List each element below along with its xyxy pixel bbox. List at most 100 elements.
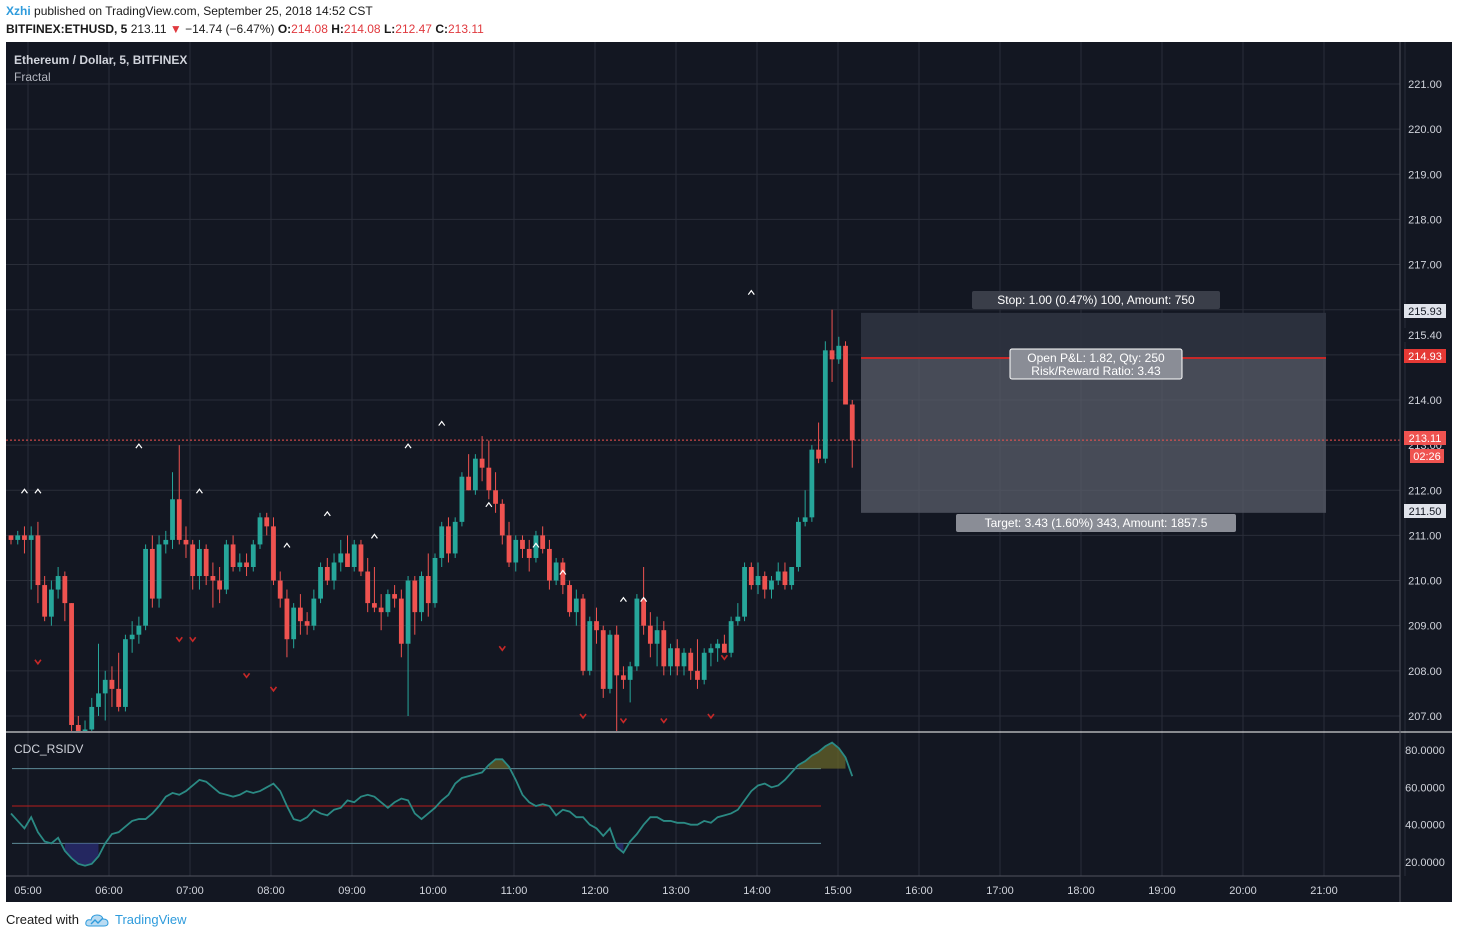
candle-body xyxy=(809,449,815,518)
fractal-down-icon xyxy=(720,654,729,661)
time-tick-label: 19:00 xyxy=(1148,885,1176,897)
candle-body xyxy=(257,517,263,545)
candle-body xyxy=(129,634,135,640)
candle-body xyxy=(695,670,700,680)
entry-price-tag: 214.93 xyxy=(1408,351,1442,363)
candle-body xyxy=(688,652,694,671)
candle-body xyxy=(621,675,626,680)
candle-body xyxy=(634,598,640,667)
candle-body xyxy=(116,688,122,707)
candle-body xyxy=(143,548,148,626)
candle-body xyxy=(378,607,384,613)
candle-body xyxy=(311,598,317,626)
rsi-line xyxy=(10,741,854,867)
price-axis: 221.00220.00219.00218.00217.00216.00215.… xyxy=(1408,79,1442,723)
down-arrow-icon: ▼ xyxy=(169,22,182,36)
chart-svg[interactable]: 221.00220.00219.00218.00217.00216.00215.… xyxy=(6,42,1452,902)
stop-label-box xyxy=(972,291,1220,309)
price-tick-label: 218.00 xyxy=(1408,214,1442,226)
price-tick-label: 217.00 xyxy=(1408,260,1442,272)
candle-body xyxy=(102,679,108,694)
time-tick-label: 05:00 xyxy=(14,885,42,897)
author-link[interactable]: Xzhi xyxy=(6,4,31,18)
candle-body xyxy=(762,576,768,590)
candle-body xyxy=(284,598,290,640)
fractal-up-icon xyxy=(640,596,648,602)
candle-body xyxy=(163,539,169,545)
rsi-label: CDC_RSIDV xyxy=(14,742,83,756)
rsi-tick-label: 60.0000 xyxy=(1405,782,1445,794)
candle-body xyxy=(674,648,680,667)
candle-body xyxy=(331,562,337,581)
price-tick-label: 220.00 xyxy=(1408,124,1442,136)
time-tick-label: 09:00 xyxy=(338,885,366,897)
rsi-tick-label: 20.0000 xyxy=(1405,857,1445,869)
countdown-tag: 02:26 xyxy=(1413,451,1441,463)
candle-body xyxy=(755,576,761,586)
candle-body xyxy=(553,562,559,581)
tradingview-brand[interactable]: TradingView xyxy=(114,912,187,927)
candle-body xyxy=(533,535,539,558)
fractal-up-icon xyxy=(370,533,378,539)
candle-body xyxy=(75,724,81,731)
candle-body xyxy=(358,544,364,572)
high-label: H: xyxy=(331,22,344,36)
rsi-tick-label: 80.0000 xyxy=(1405,745,1445,757)
candle-body xyxy=(123,639,128,707)
last-price-tag: 213.11 xyxy=(1409,433,1442,445)
fractal-up-icon xyxy=(283,542,291,548)
rsi-pane xyxy=(10,741,854,867)
candle-body xyxy=(203,548,209,577)
fractal-down-icon xyxy=(242,672,251,679)
candle-body xyxy=(28,535,34,540)
fractal-up-icon xyxy=(20,488,28,494)
rsi-axis: 80.0000 60.0000 40.0000 20.0000 xyxy=(1405,745,1445,869)
candle-body xyxy=(217,580,223,590)
symbol-header: BITFINEX:ETHUSD, 5 213.11 ▼ −14.74 (−6.4… xyxy=(6,22,484,36)
target-zone[interactable] xyxy=(861,357,1326,513)
fractal-down-icon xyxy=(175,636,183,643)
price-tick-label: 221.00 xyxy=(1408,79,1442,91)
last-price: 213.11 xyxy=(130,22,167,36)
time-tick-label: 07:00 xyxy=(176,885,204,897)
candle-body xyxy=(345,553,350,567)
candle-body xyxy=(264,517,270,527)
candle-body xyxy=(661,630,667,667)
candle-body xyxy=(365,571,371,604)
candle-body xyxy=(412,580,418,613)
candle-body xyxy=(459,476,465,522)
candle-body xyxy=(230,544,236,567)
price-tick-label: 207.00 xyxy=(1408,711,1442,723)
candle-body xyxy=(520,539,525,549)
rsi-zone-fill xyxy=(64,843,99,866)
price-tick-label: 214.00 xyxy=(1408,395,1442,407)
fractal-down-icon xyxy=(707,713,715,720)
publish-info: published on TradingView.com, September … xyxy=(34,4,373,18)
candle-body xyxy=(425,576,431,604)
fractal-up-icon xyxy=(747,289,755,296)
close-value: 213.11 xyxy=(447,22,484,36)
candle-body xyxy=(190,544,196,577)
fractal-up-icon xyxy=(485,501,493,508)
candle-body xyxy=(654,630,660,644)
chart-container[interactable]: 221.00220.00219.00218.00217.00216.00215.… xyxy=(6,42,1452,902)
target-price-tag-box xyxy=(1404,504,1446,518)
low-value: 212.47 xyxy=(395,22,432,36)
candle-body xyxy=(183,539,189,545)
stop-label: Stop: 1.00 (0.47%) 100, Amount: 750 xyxy=(997,293,1195,307)
candle-body xyxy=(15,535,21,540)
fractal-up-icon xyxy=(195,488,203,494)
fractal-down-icon xyxy=(660,717,668,724)
candle-body xyxy=(742,566,747,617)
time-axis: 05:00 06:00 07:00 08:00 09:00 10:00 11:00 12:00… xyxy=(14,885,1338,897)
candle-body xyxy=(775,571,781,581)
candle-body xyxy=(48,589,54,617)
fractal-down-icon xyxy=(269,686,278,693)
candle-body xyxy=(587,621,593,671)
price-tag-2: 215.40 xyxy=(1408,330,1442,342)
candle-body xyxy=(479,458,485,468)
candle-body xyxy=(614,634,620,676)
candle-body xyxy=(109,679,115,689)
candle-body xyxy=(69,603,74,725)
low-label: L: xyxy=(383,22,396,36)
